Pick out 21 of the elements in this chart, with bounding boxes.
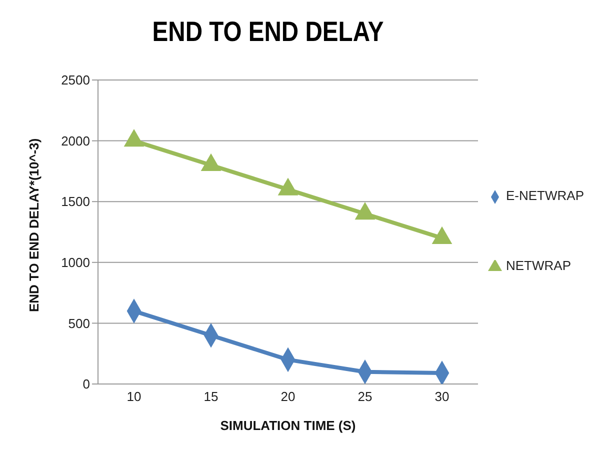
y-axis-title: END TO END DELAY*(10^-3) — [26, 138, 42, 312]
point — [355, 202, 375, 220]
y-tick-label: 1000 — [61, 255, 90, 270]
y-tick-label: 500 — [68, 316, 90, 331]
x-tick-label: 25 — [358, 389, 372, 404]
chart-title: END TO END DELAY — [151, 16, 385, 48]
point — [278, 178, 298, 196]
x-axis-title: SIMULATION TIME (S) — [220, 418, 356, 433]
x-tick-label: 30 — [434, 389, 450, 404]
legend-label: E-NETWRAP — [506, 188, 584, 203]
y-tick-label: 2000 — [61, 133, 90, 148]
y-tick-label: 0 — [82, 376, 90, 392]
x-tick-label: 10 — [126, 389, 142, 404]
point — [432, 226, 452, 244]
x-tick-label: 20 — [280, 389, 296, 404]
point — [124, 130, 144, 147]
point — [201, 154, 221, 171]
legend-label: NETWRAP — [506, 258, 571, 273]
y-tick-label: 1500 — [61, 194, 90, 210]
y-tick-label: 2500 — [61, 72, 90, 88]
x-tick-label: 15 — [204, 389, 218, 404]
